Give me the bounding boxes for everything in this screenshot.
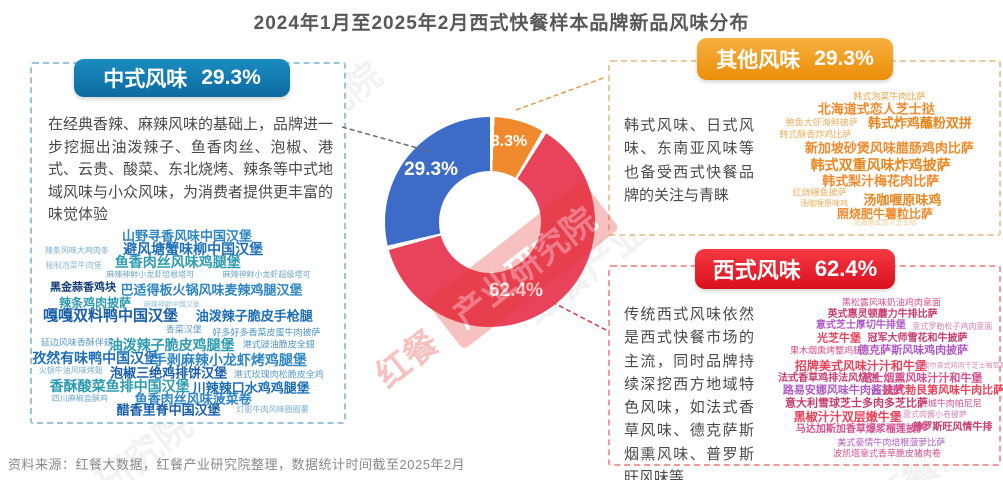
- wordcloud-word: 法式勃艮第风味牛肉比萨: [883, 384, 1003, 397]
- wordcloud-word: 好多好多香菜皮蛋牛肉披萨: [212, 327, 321, 338]
- wordcloud-word: 辣条鸡肉披萨: [59, 296, 132, 311]
- description-western-flavor: 传统西式风味依然是西式快餐市场的主流，同时品牌持续深挖西方地域特色风味，如法式香…: [624, 306, 754, 480]
- wordcloud-word: 避风塘蟹味柳中国汉堡: [123, 240, 264, 257]
- wordcloud-word: 韩式酥香炸鸡比萨: [779, 129, 852, 140]
- wordcloud-word: 意式罗勒松子鸡肉意面: [912, 322, 993, 332]
- wordcloud-word: 港式玫瑰肉松脆皮全鸡: [233, 369, 324, 380]
- wordcloud-word: 韩式梨汁梅花肉比萨: [822, 173, 940, 189]
- wordcloud-word: 手剥麻辣小龙虾烤鸡腿堡: [152, 351, 307, 368]
- wordcloud-word: 普罗斯旺风情牛排: [912, 422, 993, 434]
- wordcloud-word: 港式豉油脆皮全翅: [242, 339, 315, 350]
- wordcloud-word: 冠军大师雪花和牛披萨: [867, 332, 968, 344]
- donut-chart: 8.3% 29.3% 62.4%: [385, 117, 595, 327]
- description-chinese-flavor: 在经典香辣、麻辣风味的基础上，品牌进一步挖掘出油泼辣子、鱼香肉丝、泡椒、港式、云…: [48, 116, 334, 223]
- wordcloud-word: 香菜汉堡: [165, 324, 202, 335]
- wordcloud-word: 鲍鱼大虾海鲜披萨: [785, 117, 858, 128]
- wordcloud-word: 汤咖喱原味鸡: [863, 192, 942, 208]
- wordcloud-word: 韩式泡菜牛肉比萨: [853, 91, 926, 102]
- badge-label: 中式风味: [103, 68, 188, 91]
- wordcloud-word: 巴适得板火锅风味麦辣鸡腿汉堡: [120, 282, 303, 298]
- wordcloud-word: 德克萨斯风味鸡肉披萨: [858, 344, 969, 357]
- wordcloud-word: 意大利雪球芝士多肉多芝比萨: [784, 397, 928, 410]
- wordcloud-word: 意式肉酱小卷披萨: [902, 410, 967, 420]
- wordcloud-other-flavor: 韩式泡菜牛肉比萨 北海道式恋人芝士挞 鲍鱼大虾海鲜披萨 韩式炸鸡蘸粉双拼 韩式酥香炸鸡比…: [776, 90, 994, 227]
- slice-label-western: 62.4%: [489, 280, 543, 302]
- wordcloud-word: 新加坡砂煲风味腊肠鸡肉比萨: [804, 140, 974, 156]
- badge-label: 其他风味: [716, 49, 801, 72]
- wordcloud-word: 秘制泡菜牛肉堡: [45, 260, 102, 270]
- wordcloud-word: 果木烟熏烤整鸡腿: [789, 345, 862, 356]
- wordcloud-word: 新奥尔良式鸡肉干芝士帕尼尼: [915, 362, 1003, 370]
- wordcloud-word: 延边风味香酥伴翅: [40, 337, 113, 348]
- wordcloud-word: 费城牛肉帕尼尼: [918, 398, 982, 409]
- wordcloud-word: 泡椒三绝鸡排饼汉堡: [110, 365, 228, 381]
- wordcloud-chinese-flavor: 山野寻香风味中国汉堡 避风塘蟹味柳中国汉堡 辣条风味大鸡肉条 鱼香肉丝风味鸡腿堡 秘制泡…: [32, 228, 340, 418]
- wordcloud-word: 意式芝士厚切牛排堡: [815, 319, 906, 331]
- wordcloud-word: 麻辣神鲜小龙虾培根塔可: [106, 270, 195, 279]
- wordcloud-word: 孜然有味鸭中国汉堡: [32, 349, 159, 366]
- wordcloud-word: 韩式双重风味炸鸡披萨: [810, 156, 951, 173]
- wordcloud-western-flavor: 黑松露风味奶油鸡肉意面 英式惠灵顿蘑力牛排比萨 意式芝士厚切牛排堡 意式罗勒松子鸡肉意…: [778, 297, 1003, 459]
- wordcloud-word: 法式香草鸡排法风烧饼: [778, 372, 879, 384]
- wordcloud-word: 辣条风味大鸡肉条: [44, 245, 109, 255]
- page-title: 2024年1月至2025年2月西式快餐样本品牌新品风味分布: [253, 13, 750, 34]
- panel-chinese-flavor: 中式风味 29.3% 在经典香辣、麻辣风味的基础上，品牌进一步挖掘出油泼辣子、鱼…: [30, 59, 346, 424]
- badge-percent: 29.3%: [201, 66, 261, 89]
- wordcloud-word: 黑松露风味奶油鸡肉意面: [841, 297, 941, 308]
- wordcloud-word: 鱼香肉丝风味菠菜卷: [134, 391, 252, 407]
- wordcloud-word: 红烧鳗鱼披萨: [792, 187, 847, 198]
- wordcloud-word: 油泼辣子脆皮手枪腿: [195, 308, 313, 324]
- wordcloud-word: 油泼辣子脆皮鸡腿堡: [108, 336, 235, 353]
- source-note: 资料来源：红餐大数据，红餐产业研究院整理，数据统计时间截至2025年2月: [8, 457, 466, 472]
- badge-other-flavor: 其他风味 29.3%: [697, 38, 893, 80]
- wordcloud-word: 麻辣神鲜小龙虾超级塔可: [222, 270, 311, 279]
- wordcloud-word: 嘎嘎双料鸭中国汉堡: [42, 307, 179, 325]
- wordcloud-word: 马达加斯加香草爆浆榴莲披萨: [795, 423, 926, 435]
- badge-percent: 62.4%: [814, 256, 878, 281]
- connector-other: [515, 76, 607, 111]
- wordcloud-word: 北海道式恋人芝士挞: [853, 219, 917, 227]
- wordcloud-word: 招牌美式风味汁汁和牛堡: [794, 358, 927, 373]
- wordcloud-word: 麻辣神鲜中国汉堡: [143, 301, 200, 309]
- wordcloud-word: 韩式炸鸡蘸粉双拼: [867, 115, 972, 131]
- slice-label-other: 8.3%: [490, 133, 528, 150]
- wordcloud-word: 香酥酸菜鱼排中国汉堡: [49, 377, 190, 394]
- wordcloud-word: 火锅牛油风味烤翅: [38, 365, 103, 375]
- slice-label-chinese: 29.3%: [404, 159, 458, 180]
- wordcloud-word: 醋香里脊中国汉堡: [116, 402, 221, 418]
- wordcloud-word: 黑椒汁汁双层嫩牛堡: [793, 410, 902, 424]
- wordcloud-word: 灯影牛肉风味圈圈薯: [236, 405, 309, 415]
- badge-percent: 29.3%: [814, 47, 874, 70]
- panel-western-flavor: 西式风味 62.4% 传统西式风味依然是西式快餐市场的主流，同时品牌持续深挖西方…: [608, 249, 1003, 480]
- wordcloud-word: 美式豪情牛肉培根菠萝比萨: [837, 437, 946, 448]
- wordcloud-word: 川辣辣口水鸡鸡腿堡: [192, 380, 310, 396]
- wordcloud-word: 路易安娜风味牛肉酱披萨: [782, 384, 904, 397]
- badge-western-flavor: 西式风味 62.4%: [695, 249, 895, 289]
- wordcloud-word: 四川麻椒盐酥鸡: [51, 394, 108, 404]
- wordcloud-word: 山野寻香风味中国汉堡: [121, 228, 253, 244]
- wordcloud-word: 鱼香肉丝风味鸡腿堡: [114, 253, 241, 270]
- wordcloud-word: 波凯塔意式香草脆皮猪肉卷: [832, 448, 942, 459]
- wordcloud-word: 汤咖喱原味鸡: [799, 199, 848, 209]
- wordcloud-word: 照烧肥牛薯粒比萨: [836, 206, 934, 221]
- wordcloud-word: 英式惠灵顿蘑力牛排比萨: [827, 308, 938, 320]
- description-other-flavor: 韩式风味、日式风味、东南亚风味等也备受西式快餐品牌的关注与青睐: [624, 117, 754, 204]
- panel-other-flavor: 其他风味 29.3% 韩式风味、日式风味、东南亚风味等也备受西式快餐品牌的关注与…: [608, 38, 1001, 236]
- wordcloud-word: 北海道式恋人芝士挞: [817, 101, 935, 117]
- wordcloud-word: 芝士烟熏风味汁汁和牛堡: [861, 372, 983, 385]
- wordcloud-word: 黑金蒜香鸡块: [49, 281, 116, 294]
- donut-hole: [439, 171, 541, 273]
- badge-label: 西式风味: [712, 258, 801, 283]
- badge-chinese-flavor: 中式风味 29.3%: [74, 59, 290, 97]
- wordcloud-word: 光芝牛堡: [817, 332, 862, 345]
